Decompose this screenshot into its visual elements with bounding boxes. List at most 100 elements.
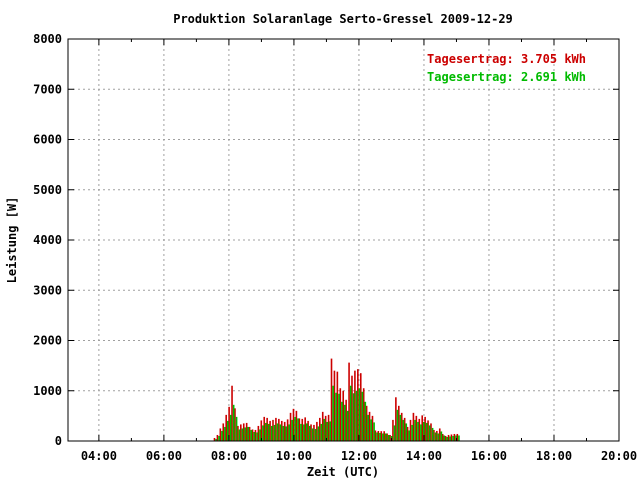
bar-series1 xyxy=(289,412,292,441)
bar-series2 xyxy=(452,435,454,441)
bar-series2 xyxy=(256,432,258,441)
bar-series2 xyxy=(297,418,299,441)
bar-series1 xyxy=(389,434,391,441)
bar-series2 xyxy=(267,423,270,441)
chart-title: Produktion Solaranlage Serto-Gressel 200… xyxy=(173,12,513,26)
y-tick-label: 2000 xyxy=(33,334,62,348)
x-tick-label: 12:00 xyxy=(341,449,377,463)
bar-series1 xyxy=(409,419,412,441)
bar-series1 xyxy=(292,408,295,441)
bar-series2 xyxy=(270,425,273,441)
bar-series1 xyxy=(374,430,377,441)
bar-series1 xyxy=(436,430,438,441)
y-tick-label: 5000 xyxy=(33,183,62,197)
bar-series1 xyxy=(248,426,251,441)
bar-series2 xyxy=(294,416,296,441)
bar-series1 xyxy=(324,415,327,441)
bar-series2 xyxy=(428,425,431,441)
bar-series2 xyxy=(364,401,367,441)
bar-series2 xyxy=(376,432,378,441)
bar-series2 xyxy=(221,430,223,441)
bar-series1 xyxy=(298,418,301,441)
bar-series2 xyxy=(291,419,293,441)
bar-series1 xyxy=(251,429,254,441)
bar-series1 xyxy=(348,362,350,441)
legend-entry-series2: Tagesertrag: 2.691 kWh xyxy=(427,70,586,84)
bar-series2 xyxy=(326,421,329,441)
bar-series2 xyxy=(218,435,220,441)
bar-series1 xyxy=(234,408,236,441)
bar-series2 xyxy=(320,423,323,441)
y-tick-label: 4000 xyxy=(33,233,62,247)
bar-series1 xyxy=(345,399,347,441)
bar-series2 xyxy=(338,393,340,441)
bar-series2 xyxy=(352,393,355,441)
bar-series1 xyxy=(336,371,339,441)
y-tick-label: 3000 xyxy=(33,283,62,297)
bar-series2 xyxy=(425,422,428,441)
bar-series1 xyxy=(269,420,271,441)
bar-series1 xyxy=(313,424,315,441)
y-tick-label: 1000 xyxy=(33,384,62,398)
bar-series1 xyxy=(254,429,257,441)
x-tick-label: 08:00 xyxy=(211,449,247,463)
bar-series1 xyxy=(444,435,447,441)
bar-series2 xyxy=(215,438,217,441)
bar-series1 xyxy=(392,419,394,441)
y-tick-label: 8000 xyxy=(33,32,62,46)
bar-series1 xyxy=(398,405,400,441)
bar-series1 xyxy=(430,423,432,441)
bar-series1 xyxy=(377,430,380,441)
bar-series2 xyxy=(370,419,372,441)
bar-series2 xyxy=(449,436,451,441)
bar-series1 xyxy=(319,417,321,441)
x-tick-label: 14:00 xyxy=(406,449,442,463)
bar-series2 xyxy=(279,424,282,441)
bar-series2 xyxy=(411,424,413,441)
bar-series2 xyxy=(393,425,396,441)
bar-series1 xyxy=(272,419,274,441)
bar-series2 xyxy=(306,423,308,441)
bar-series1 xyxy=(316,421,318,441)
y-tick-label: 7000 xyxy=(33,82,62,96)
bar-series1 xyxy=(395,397,397,441)
bar-series1 xyxy=(286,419,289,441)
grid-lines xyxy=(68,39,619,441)
bar-series2 xyxy=(314,428,317,441)
bar-series1 xyxy=(412,412,415,441)
bar-series1 xyxy=(213,437,216,441)
bar-series2 xyxy=(308,425,311,441)
bar-series2 xyxy=(446,436,449,441)
bar-series1 xyxy=(225,414,227,441)
bar-series2 xyxy=(423,421,425,441)
bar-series1 xyxy=(283,421,286,441)
bar-series2 xyxy=(440,431,443,441)
bar-series2 xyxy=(241,428,244,441)
bar-series2 xyxy=(238,429,241,441)
y-tick-label: 6000 xyxy=(33,133,62,147)
bar-series2 xyxy=(285,426,288,441)
bar-series1 xyxy=(237,425,239,441)
bar-series1 xyxy=(362,388,365,441)
bar-series1 xyxy=(240,424,242,441)
bar-series2 xyxy=(250,429,253,441)
bar-series1 xyxy=(386,433,388,441)
bar-series1 xyxy=(383,431,385,441)
bar-layer xyxy=(213,358,460,441)
bar-series2 xyxy=(227,420,229,441)
bar-series2 xyxy=(265,422,267,441)
bar-series1 xyxy=(304,417,306,441)
bar-series2 xyxy=(367,414,370,441)
x-tick-label: 16:00 xyxy=(471,449,507,463)
bar-series1 xyxy=(438,428,441,441)
bar-series1 xyxy=(418,418,421,441)
bar-series2 xyxy=(329,421,332,441)
bar-series2 xyxy=(282,425,285,441)
x-tick-label: 18:00 xyxy=(536,449,572,463)
bar-series2 xyxy=(414,419,416,441)
bar-series1 xyxy=(266,417,268,441)
bar-series2 xyxy=(387,434,390,441)
bar-series1 xyxy=(359,373,362,441)
bar-series2 xyxy=(323,418,326,441)
